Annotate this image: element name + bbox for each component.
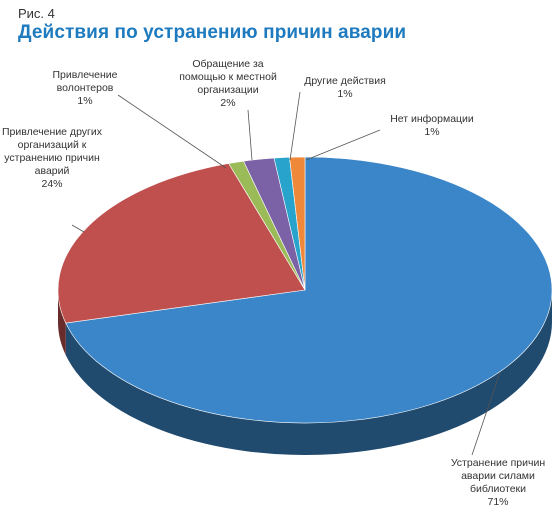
figure-label: Рис. 4 <box>18 6 55 21</box>
slice-label-library: Устранение причин аварии силами библиотеки… <box>451 457 545 508</box>
leader-line-other_orgs <box>71 224 85 233</box>
pie-top <box>57 156 553 424</box>
leader-line-library <box>471 371 501 456</box>
leader-line-no_info <box>305 129 381 161</box>
pie-side-other_orgs <box>58 290 66 356</box>
slice-label-no_info: Нет информации 1% <box>390 113 474 138</box>
pie-slice-library <box>65 156 553 424</box>
slice-label-local_org: Обращение за помощью к местной организации… <box>179 58 277 109</box>
slice-label-other_orgs: Привлечение других организаций к устранени… <box>2 126 103 190</box>
slice-label-volunteers: Привлечение волонтеров 1% <box>52 69 117 107</box>
pie-sides <box>58 290 553 456</box>
pie-side-library <box>65 290 553 456</box>
leader-line-other_actions <box>289 91 301 161</box>
pie-leader-lines <box>71 91 501 456</box>
pie-labels: Устранение причин аварии силами библиотеки… <box>2 58 545 508</box>
pie-slice-other_orgs <box>57 163 306 324</box>
leader-line-local_org <box>247 109 253 161</box>
leader-line-volunteers <box>117 94 227 169</box>
pie-slice-no_info <box>289 156 306 291</box>
slice-label-other_actions: Другие действия 1% <box>304 75 386 100</box>
chart-title: Действия по устранению причин аварии <box>18 22 407 43</box>
